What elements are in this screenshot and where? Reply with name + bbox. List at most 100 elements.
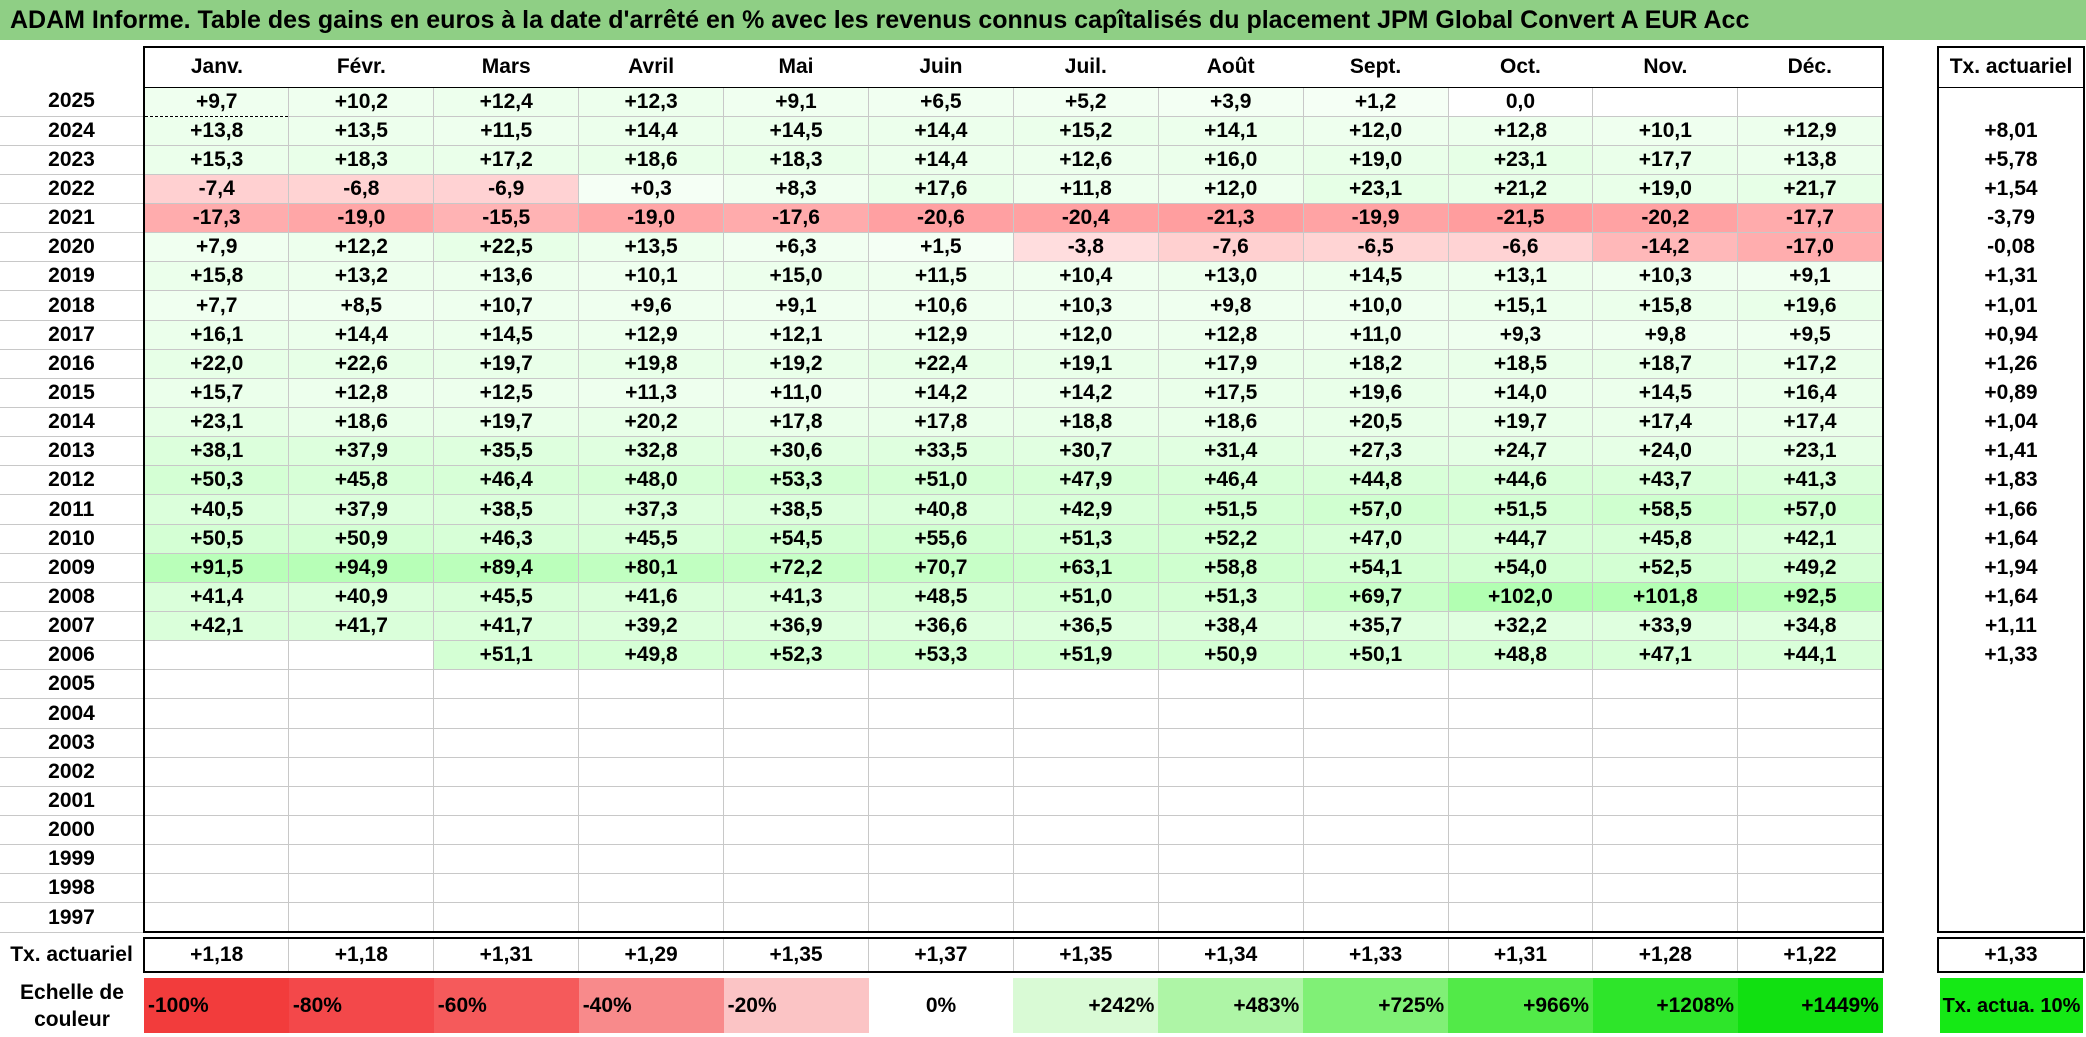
value-cell: +8,3	[723, 174, 869, 205]
tx-year-cell: +1,83	[1937, 465, 2085, 495]
value-cell: +50,9	[288, 524, 434, 554]
value-cell: +8,5	[288, 290, 434, 321]
tx-year-cell	[1937, 87, 2085, 117]
tx-year-cell	[1937, 669, 2085, 699]
value-cell: +40,9	[288, 582, 434, 613]
value-cell: +1,2	[1302, 87, 1449, 117]
tx-year-cell	[1937, 902, 2085, 934]
tx-year-cell: +1,26	[1937, 349, 2085, 379]
value-cell: +48,0	[578, 465, 724, 496]
year-label: 2013	[0, 436, 144, 467]
year-label: 2017	[0, 320, 144, 350]
tx-year-cell	[1937, 757, 2085, 787]
value-cell: +21,7	[1737, 174, 1884, 205]
tx-year-cell: +1,94	[1937, 553, 2085, 583]
value-cell: +50,3	[143, 465, 289, 496]
value-cell: -6,9	[433, 174, 579, 205]
table-row: 2004	[0, 698, 1884, 729]
value-cell: -7,6	[1157, 232, 1304, 263]
value-cell: +72,2	[723, 553, 869, 583]
value-cell	[1447, 728, 1593, 758]
value-cell	[1447, 786, 1593, 817]
table-row: 2009 +91,5 +94,9 +89,4 +80,1 +72,2 +70,7 +63,1 +…	[0, 553, 1884, 583]
value-cell: +11,8	[1012, 174, 1159, 205]
tx-year-cell	[1937, 815, 2085, 845]
month-header: Sept.	[1303, 46, 1449, 88]
year-label: 2006	[0, 640, 144, 671]
value-cell: +44,7	[1447, 524, 1593, 554]
value-cell: +11,0	[723, 378, 869, 409]
value-cell: +18,6	[578, 145, 724, 175]
value-cell: +5,2	[1012, 87, 1159, 117]
value-cell	[1157, 698, 1304, 729]
value-cell: +91,5	[143, 553, 289, 583]
value-cell: +9,3	[1447, 320, 1593, 350]
table-row: 2020 +7,9 +12,2 +22,5 +13,5 +6,3 +1,5 -3,8 -7,6-…	[0, 232, 1884, 263]
value-cell: -20,2	[1592, 203, 1738, 234]
value-cell: +70,7	[867, 553, 1014, 583]
value-cell	[433, 873, 579, 904]
value-cell: +19,6	[1302, 378, 1449, 409]
value-cell	[1012, 669, 1159, 700]
table-row: 2023 +15,3 +18,3 +17,2 +18,6 +18,3 +14,4 +12,6 +…	[0, 145, 1884, 175]
value-cell: +52,5	[1592, 553, 1738, 583]
value-cell: +32,2	[1447, 611, 1593, 642]
value-cell: +46,4	[433, 465, 579, 496]
value-cell: -21,5	[1447, 203, 1593, 234]
value-cell: +38,5	[433, 494, 579, 525]
value-cell	[1157, 757, 1304, 787]
value-cell: +11,5	[867, 261, 1014, 292]
value-cell: +15,3	[143, 145, 289, 175]
tx-year-cell: +1,54	[1937, 174, 2085, 204]
value-cell: -20,4	[1012, 203, 1159, 234]
value-cell: +55,6	[867, 524, 1014, 554]
value-cell: +51,5	[1447, 494, 1593, 525]
value-cell: +9,8	[1592, 320, 1738, 350]
tx-month-cell: +1,29	[578, 937, 724, 974]
value-cell: +12,4	[433, 87, 579, 117]
value-cell: +14,5	[723, 116, 869, 146]
value-cell: +22,5	[433, 232, 579, 263]
value-cell: +9,8	[1157, 290, 1304, 321]
value-cell: +9,5	[1737, 320, 1884, 350]
value-cell	[1592, 815, 1738, 846]
value-cell: -15,5	[433, 203, 579, 234]
table-row: 2022 -7,4 -6,8 -6,9 +0,3 +8,3 +17,6 +11,8 +12,0 +…	[0, 174, 1884, 205]
value-cell	[1302, 786, 1449, 817]
legend-cell: +1208%	[1593, 978, 1738, 1033]
value-cell: +46,3	[433, 524, 579, 554]
tx-year-cell	[1937, 786, 2085, 816]
value-cell: +13,6	[433, 261, 579, 292]
value-cell	[1012, 786, 1159, 817]
value-cell: +52,2	[1157, 524, 1304, 554]
value-cell	[288, 815, 434, 846]
table-row: 2025 +9,7 +10,2 +12,4 +12,3 +9,1 +6,5 +5,2 +3,9 +…	[0, 87, 1884, 117]
table-row: 2016 +22,0 +22,6 +19,7 +19,8 +19,2 +22,4 +19,1 +…	[0, 349, 1884, 379]
value-cell	[288, 902, 434, 934]
value-cell: +54,0	[1447, 553, 1593, 583]
value-cell	[723, 669, 869, 700]
value-cell	[867, 902, 1014, 934]
value-cell	[1592, 698, 1738, 729]
value-cell	[143, 815, 289, 846]
value-cell	[1157, 669, 1304, 700]
value-cell: +14,4	[867, 116, 1014, 146]
value-cell: +10,3	[1592, 261, 1738, 292]
value-cell	[867, 757, 1014, 787]
value-cell: +47,9	[1012, 465, 1159, 496]
value-cell: +54,5	[723, 524, 869, 554]
tx-year-cell: +0,94	[1937, 320, 2085, 350]
value-cell: +12,2	[288, 232, 434, 263]
value-cell	[288, 844, 434, 875]
value-cell: +22,0	[143, 349, 289, 379]
value-cell: +54,1	[1302, 553, 1449, 583]
value-cell: -17,0	[1737, 232, 1884, 263]
tx-actuariel-table: Tx. actuariel +8,01 +5,78 +1,54 -3,79 -0,08 +1…	[1937, 46, 2085, 974]
month-header: Oct.	[1448, 46, 1593, 88]
value-cell	[1737, 902, 1884, 934]
value-cell	[578, 844, 724, 875]
value-cell: +45,5	[578, 524, 724, 554]
value-cell: +12,5	[433, 378, 579, 409]
value-cell: +36,5	[1012, 611, 1159, 642]
value-cell	[1447, 844, 1593, 875]
